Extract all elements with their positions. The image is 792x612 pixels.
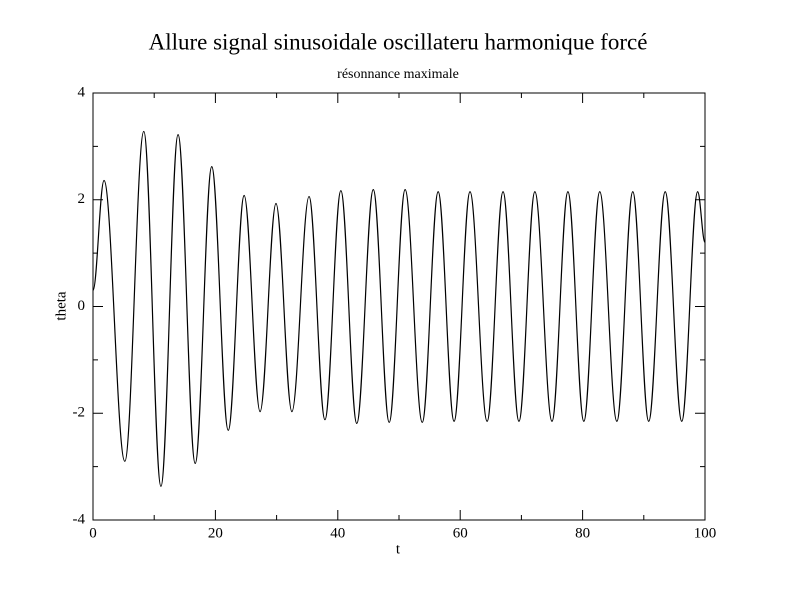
x-axis-label: t	[396, 541, 401, 557]
y-tick-label: 4	[78, 84, 86, 100]
chart-subtitle: résonnance maximale	[337, 67, 459, 82]
y-tick-label: 2	[78, 191, 86, 207]
y-tick-label: 0	[78, 298, 86, 314]
data-line	[92, 130, 706, 487]
x-tick-label: 0	[89, 525, 97, 541]
chart-title: Allure signal sinusoidale oscillateru ha…	[149, 29, 648, 54]
x-tick-label: 20	[208, 525, 223, 541]
y-tick-label: -2	[73, 405, 86, 421]
x-tick-label: 80	[575, 525, 590, 541]
x-tick-label: 40	[330, 525, 345, 541]
x-tick-label: 60	[453, 525, 468, 541]
x-tick-label: 100	[694, 525, 717, 541]
plot-frame	[92, 92, 706, 521]
y-tick-label: -4	[73, 511, 86, 527]
y-axis-label: theta	[53, 291, 69, 320]
